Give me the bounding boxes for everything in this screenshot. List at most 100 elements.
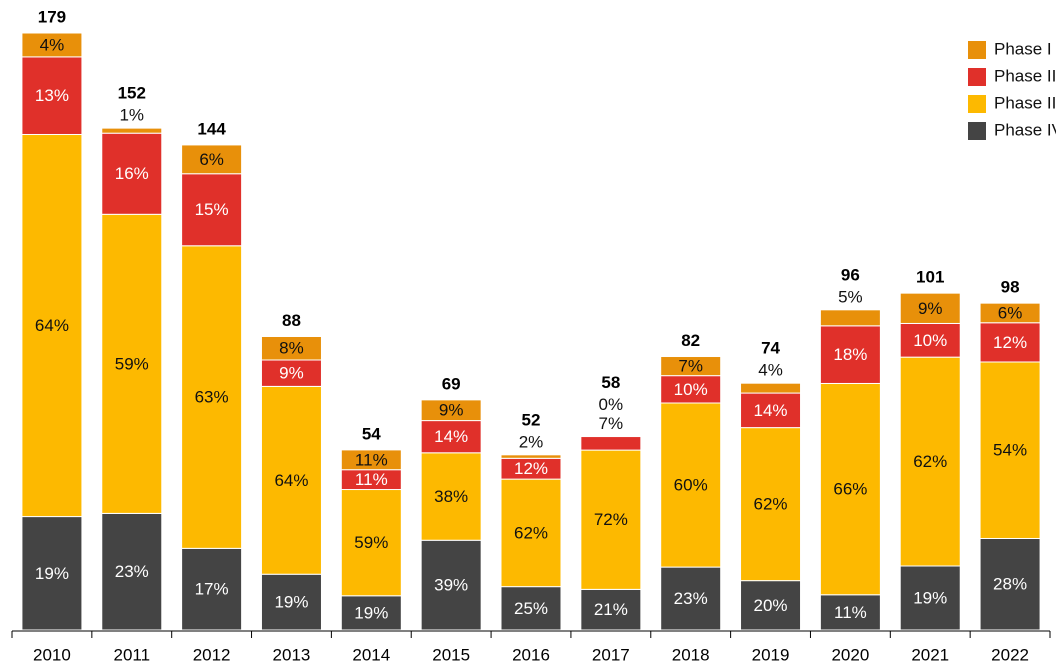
segment-label: 60%: [674, 476, 708, 495]
segment-label: 62%: [754, 495, 788, 514]
segment-label: 10%: [674, 380, 708, 399]
segment-label: 14%: [434, 427, 468, 446]
x-tick-label: 2016: [512, 645, 550, 664]
bar-segment: [420, 539, 482, 631]
bar-segment: [819, 325, 881, 384]
x-tick-label: 2020: [831, 645, 869, 664]
bar-segment: [740, 427, 802, 582]
segment-label: 62%: [913, 452, 947, 471]
total-label: 52: [522, 410, 541, 429]
total-label: 88: [282, 311, 301, 330]
x-tick-label: 2010: [33, 645, 71, 664]
bar-segment: [101, 213, 163, 514]
total-label: 54: [362, 424, 381, 443]
segment-label: 54%: [993, 441, 1027, 460]
legend-label: Phase III: [994, 93, 1056, 112]
segment-label: 23%: [115, 562, 149, 581]
segment-label: 10%: [913, 331, 947, 350]
bar-segment: [340, 449, 402, 471]
bar-segment: [979, 322, 1041, 363]
total-label: 101: [916, 268, 944, 287]
segment-label: 18%: [833, 345, 867, 364]
bar-segment: [420, 452, 482, 541]
bar-segment: [101, 512, 163, 631]
x-tick-label: 2015: [432, 645, 470, 664]
segment-label: 64%: [35, 316, 69, 335]
x-tick-label: 2022: [991, 645, 1029, 664]
segment-label: 9%: [439, 401, 464, 420]
segment-label: 72%: [594, 510, 628, 529]
segment-label: 4%: [40, 35, 65, 54]
x-tick-label: 2019: [752, 645, 790, 664]
segment-label: 25%: [514, 599, 548, 618]
legend-swatch: [968, 95, 986, 113]
segment-label: 39%: [434, 576, 468, 595]
x-tick-label: 2013: [273, 645, 311, 664]
segment-label: 11%: [355, 470, 388, 489]
legend-label: Phase IV: [994, 120, 1056, 139]
segment-label: 6%: [998, 303, 1023, 322]
bar-segment: [260, 336, 322, 361]
segment-label: 12%: [993, 333, 1027, 352]
bar-segment: [660, 402, 722, 568]
segment-label: 62%: [514, 523, 548, 542]
segment-label: 15%: [195, 200, 229, 219]
total-label: 152: [118, 84, 146, 103]
segment-label: 59%: [115, 354, 149, 373]
total-label: 144: [197, 119, 226, 138]
segment-label: 21%: [594, 600, 628, 619]
bar-segment: [740, 382, 802, 394]
segment-label: 19%: [35, 564, 69, 583]
bar-segment: [899, 356, 961, 567]
bar-segment: [740, 392, 802, 429]
bar-segment: [260, 385, 322, 575]
x-tick-label: 2014: [352, 645, 390, 664]
bar-segment: [260, 359, 322, 387]
bar-segment: [899, 322, 961, 358]
segment-label: 16%: [115, 164, 149, 183]
bar-segment: [660, 566, 722, 631]
total-label: 98: [1001, 278, 1020, 297]
segment-label: 17%: [195, 580, 229, 599]
bar-segment: [181, 245, 243, 549]
legend-label: Phase I: [994, 39, 1052, 58]
x-tick-label: 2017: [592, 645, 630, 664]
segment-label: 19%: [354, 603, 388, 622]
bar-segment: [340, 489, 402, 597]
x-tick-label: 2012: [193, 645, 231, 664]
bar-segment: [21, 32, 83, 58]
legend-label: Phase II: [994, 66, 1056, 85]
segment-label: 7%: [678, 357, 703, 376]
bar-segment: [819, 382, 881, 596]
segment-label: 64%: [274, 471, 308, 490]
segment-label: 66%: [833, 480, 867, 499]
bar-segment: [101, 132, 163, 215]
segment-label: 11%: [355, 450, 388, 469]
bar-segment: [181, 547, 243, 631]
bar-segment: [819, 594, 881, 631]
segment-label: 13%: [35, 86, 69, 105]
segment-label: 14%: [754, 401, 788, 420]
segment-label: 9%: [279, 364, 304, 383]
bar-segment: [819, 309, 881, 327]
bar-segment: [420, 399, 482, 422]
segment-label: 20%: [754, 596, 788, 615]
segment-label: 11%: [834, 603, 867, 622]
bar-segment: [21, 56, 83, 135]
x-tick-label: 2018: [672, 645, 710, 664]
bar-segment: [181, 144, 243, 175]
bar-segment: [21, 133, 83, 518]
bar-segment: [660, 356, 722, 377]
legend-swatch: [968, 68, 986, 86]
total-label: 179: [38, 7, 66, 26]
segment-label: 2%: [519, 432, 544, 451]
total-label: 74: [761, 339, 780, 358]
bar-segment: [580, 436, 642, 451]
segment-label: 12%: [514, 459, 548, 478]
segment-label: 4%: [758, 361, 783, 380]
segment-label: 19%: [913, 588, 947, 607]
segment-label: 0%: [599, 395, 624, 414]
bar-segment: [500, 586, 562, 631]
bar-segment: [21, 516, 83, 631]
bar-segment: [580, 449, 642, 590]
